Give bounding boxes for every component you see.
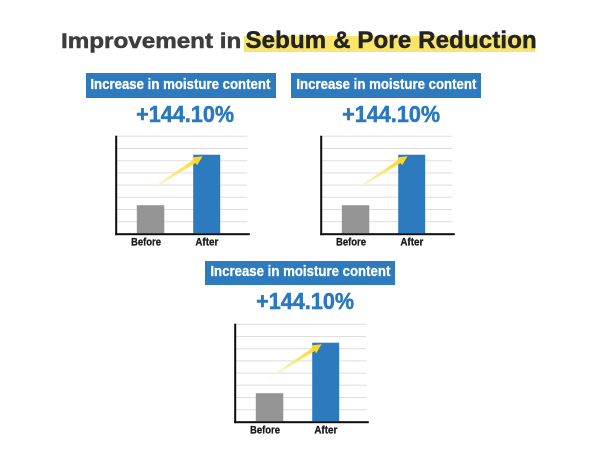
svg-text:Before: Before bbox=[336, 237, 366, 249]
svg-text:After: After bbox=[195, 238, 218, 250]
svg-text:Before: Before bbox=[250, 425, 280, 437]
svg-text:Before: Before bbox=[131, 237, 161, 249]
svg-text:After: After bbox=[314, 425, 337, 437]
svg-text:After: After bbox=[401, 238, 424, 250]
